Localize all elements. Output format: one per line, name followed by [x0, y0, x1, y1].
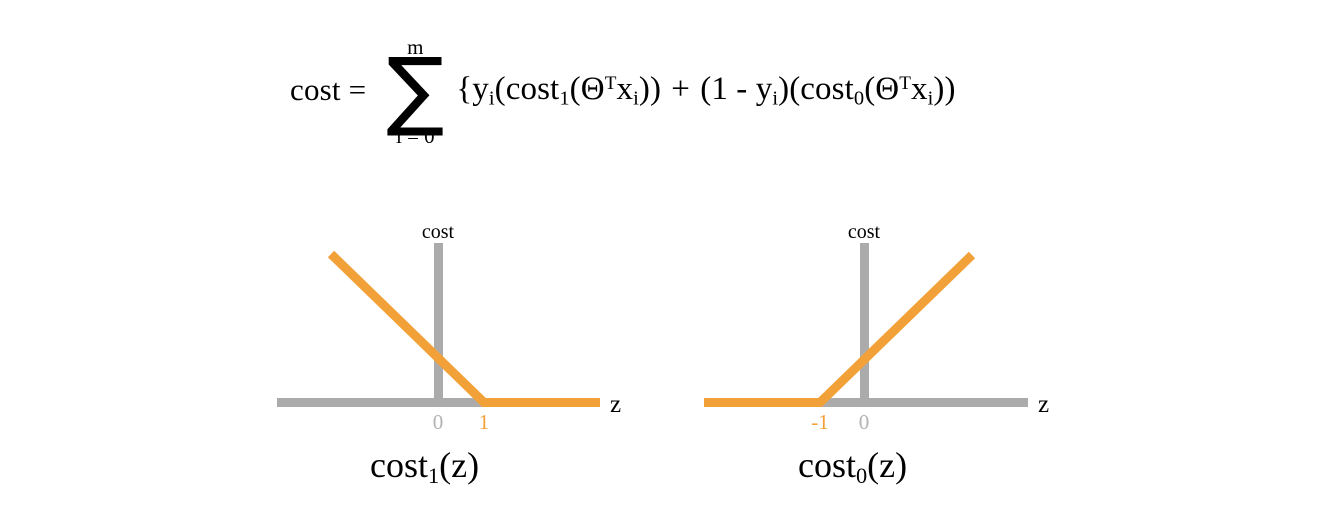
cost-formula: cost = m ∑ i = 0 {yi(cost1(ΘTxi)) + (1 -…	[290, 20, 1290, 160]
cost1-caption: cost1(z)	[370, 444, 479, 489]
formula-lhs: cost =	[290, 72, 367, 107]
summation-operator: m ∑ i = 0	[386, 37, 444, 147]
cost1-caption-main: cost	[370, 445, 428, 485]
formula-term2-open: (1 - y	[700, 71, 773, 108]
cost1-caption-sub: 1	[428, 462, 440, 488]
formula-y-index: i	[488, 87, 495, 110]
formula-theta-transpose-1: T	[604, 73, 617, 95]
formula-cost0-index: 0	[853, 87, 865, 110]
cost0-tick-neg1: -1	[811, 410, 829, 434]
cost1-caption-tail: (z)	[439, 445, 480, 485]
formula-close-1: ))	[638, 71, 662, 108]
cost1-tick-0: 0	[433, 410, 444, 434]
formula-theta-1: Θ	[580, 71, 605, 108]
formula-y-term: y	[472, 71, 489, 108]
summation-lower-limit: i = 0	[396, 123, 435, 148]
cost1-x-axis-label: z	[610, 391, 621, 418]
cost0-y-axis-label: cost	[848, 221, 881, 243]
formula-theta-2: Θ	[875, 71, 900, 108]
cost0-tick-0: 0	[859, 410, 870, 434]
formula-cost1-label: cost	[505, 71, 560, 108]
cost1-curve	[327, 250, 600, 407]
formula-term2-mid: )(cost	[778, 71, 854, 108]
formula-theta-transpose-2: T	[899, 73, 912, 95]
formula-paren-open-3: (	[864, 71, 876, 108]
formula-x-2: x	[911, 71, 928, 108]
cost0-x-axis-label: z	[1038, 391, 1049, 418]
cost1-tick-1: 1	[479, 410, 490, 434]
cost1-y-axis-label: cost	[422, 221, 455, 243]
formula-body: {yi(cost1(ΘTxi)) + (1 - yi)(cost0(ΘTxi))	[456, 71, 955, 111]
cost0-caption-main: cost	[798, 445, 856, 485]
cost0-caption-sub: 0	[856, 462, 868, 488]
cost0-caption: cost0(z)	[798, 444, 907, 489]
formula-paren-open-1: (	[494, 71, 506, 108]
formula-x-1: x	[616, 71, 634, 108]
formula-plus: +	[671, 71, 691, 108]
formula-term2-y-index: i	[772, 87, 779, 110]
cost0-curve	[704, 251, 976, 407]
formula-paren-open-2: (	[569, 71, 581, 108]
formula-close-2: ))	[933, 71, 956, 108]
sigma-icon: ∑	[386, 40, 445, 141]
cost-formula-region: cost = m ∑ i = 0 {yi(cost1(ΘTxi)) + (1 -…	[0, 20, 1324, 165]
formula-cost1-index: 1	[559, 87, 570, 110]
formula-x-index-2: i	[927, 87, 934, 110]
cost0-caption-tail: (z)	[867, 445, 908, 485]
formula-open-brace: {	[456, 71, 473, 108]
formula-x-index-1: i	[633, 87, 639, 110]
summation-upper-limit: m	[407, 35, 424, 60]
